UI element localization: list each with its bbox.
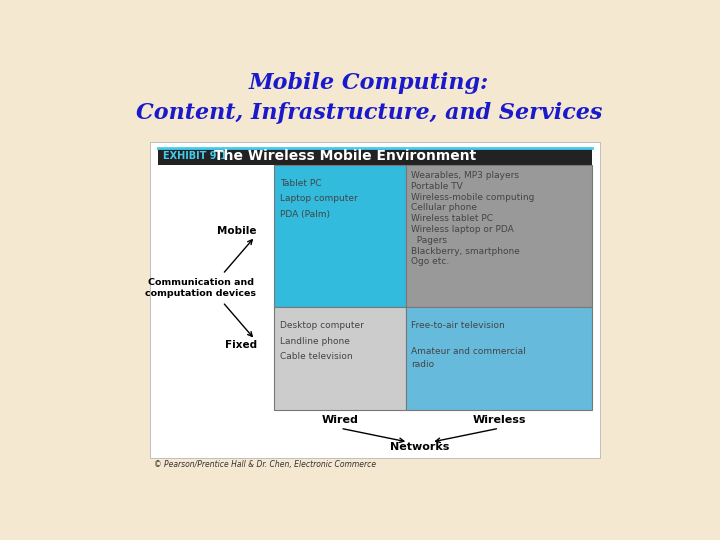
Text: Portable TV: Portable TV (411, 182, 463, 191)
Text: Mobile Computing:: Mobile Computing: (249, 72, 489, 94)
Text: The Wireless Mobile Environment: The Wireless Mobile Environment (214, 150, 476, 164)
Text: Wireless tablet PC: Wireless tablet PC (411, 214, 493, 223)
Text: © Pearson/Prentice Hall & Dr. Chen, Electronic Commerce: © Pearson/Prentice Hall & Dr. Chen, Elec… (154, 460, 377, 469)
Text: Blackberry, smartphone: Blackberry, smartphone (411, 247, 520, 255)
Text: radio: radio (411, 361, 434, 369)
Text: Fixed: Fixed (225, 340, 256, 350)
FancyBboxPatch shape (150, 142, 600, 457)
FancyBboxPatch shape (158, 148, 593, 165)
FancyBboxPatch shape (406, 307, 593, 410)
Text: Free-to-air television: Free-to-air television (411, 321, 505, 330)
Text: Amateur and commercial: Amateur and commercial (411, 347, 526, 356)
Text: Wired: Wired (322, 415, 359, 425)
FancyBboxPatch shape (406, 165, 593, 307)
Text: Cellular phone: Cellular phone (411, 204, 477, 212)
Text: Wireless laptop or PDA: Wireless laptop or PDA (411, 225, 513, 234)
Text: Landline phone: Landline phone (280, 336, 350, 346)
Text: Communication and
computation devices: Communication and computation devices (145, 279, 256, 298)
Text: Wireless-mobile computing: Wireless-mobile computing (411, 193, 534, 201)
Text: Pagers: Pagers (411, 236, 447, 245)
Text: Cable television: Cable television (280, 352, 353, 361)
Text: PDA (Palm): PDA (Palm) (280, 210, 330, 219)
Text: Ogo etc.: Ogo etc. (411, 257, 449, 266)
Text: EXHIBIT 9.1: EXHIBIT 9.1 (163, 151, 227, 161)
Text: Tablet PC: Tablet PC (280, 179, 321, 188)
Text: Wireless: Wireless (472, 415, 526, 425)
FancyBboxPatch shape (274, 307, 406, 410)
Text: Desktop computer: Desktop computer (280, 321, 364, 330)
Text: Content, Infrastructure, and Services: Content, Infrastructure, and Services (136, 102, 602, 124)
Text: Wearables, MP3 players: Wearables, MP3 players (411, 171, 519, 180)
Text: Networks: Networks (390, 442, 449, 452)
FancyBboxPatch shape (274, 165, 406, 307)
Text: Laptop computer: Laptop computer (280, 194, 358, 203)
Text: Mobile: Mobile (217, 226, 256, 236)
